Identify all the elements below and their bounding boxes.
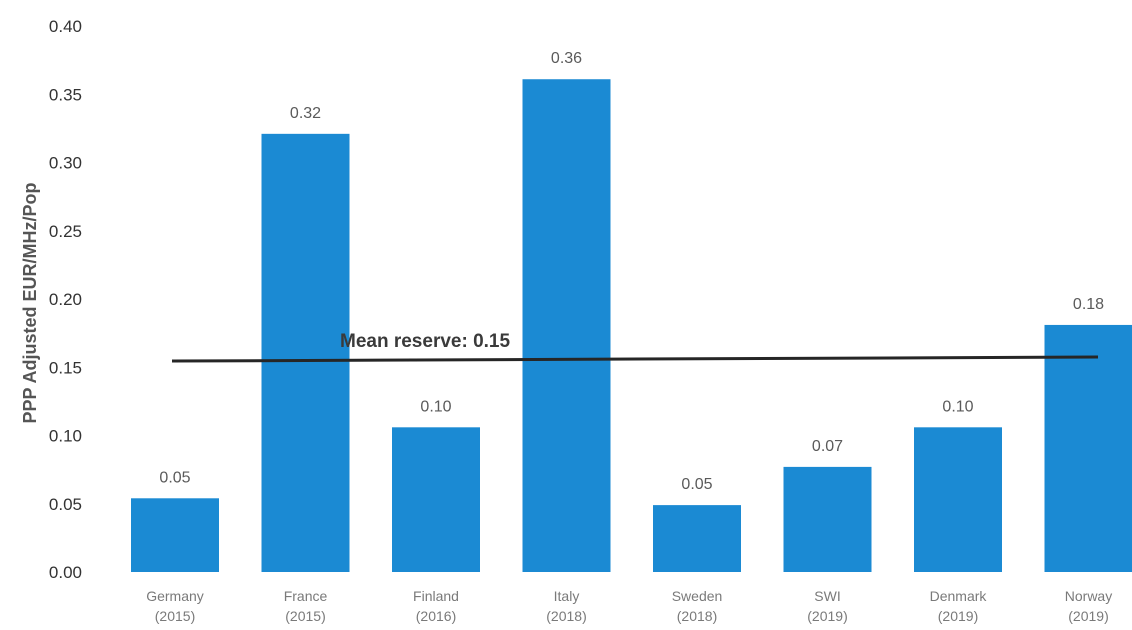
data-label: 0.07 [812,438,843,455]
data-label: 0.10 [942,398,973,415]
mean-reserve-label: Mean reserve: 0.15 [340,331,510,352]
x-tick-country: Denmark [930,588,988,604]
y-tick-label: 0.30 [49,154,82,173]
x-tick-country: Sweden [672,588,723,604]
y-tick-label: 0.15 [49,358,82,377]
data-label: 0.18 [1073,296,1104,313]
x-tick-year: (2016) [416,608,456,624]
x-tick-year: (2018) [677,608,717,624]
x-tick-country: Finland [413,588,459,604]
x-tick-label: Germany (2015) [146,588,204,624]
y-axis-label: PPP Adjusted EUR/MHz/Pop [20,182,40,423]
x-tick-label: Norway (2019) [1065,588,1112,624]
bar [914,427,1002,572]
x-tick-year: (2019) [1068,608,1108,624]
y-tick-label: 0.25 [49,222,82,241]
x-tick-label: SWI (2019) [807,588,847,624]
bar [522,79,611,573]
x-tick-year: (2019) [938,608,978,624]
bar [131,498,219,572]
x-tick-label: France (2015) [284,588,328,624]
bars: 0.05 0.32 0.10 0.36 0.05 0.07 0.10 0.18 [131,50,1132,573]
x-tick-country: SWI [814,588,840,604]
y-tick-label: 0.35 [49,85,82,104]
bar [653,505,741,572]
x-tick-country: France [284,588,328,604]
x-axis: Germany (2015) France (2015) Finland (2016) It… [146,588,1112,624]
data-label: 0.05 [159,469,190,486]
data-label: 0.32 [290,105,321,122]
x-tick-country: Italy [554,588,580,604]
y-tick-label: 0.20 [49,290,82,309]
x-tick-label: Denmark (2019) [930,588,988,624]
bar [783,466,872,572]
data-label: 0.36 [551,50,582,67]
mean-reserve: Mean reserve: 0.15 [171,331,1099,363]
x-tick-country: Norway [1065,588,1112,604]
y-tick-label: 0.05 [49,495,82,514]
x-tick-year: (2015) [155,608,195,624]
mean-reserve-line [171,355,1099,363]
y-axis: 0.00 0.05 0.10 0.15 0.20 0.25 0.30 0.35 0.40 [49,17,82,582]
x-tick-year: (2019) [807,608,847,624]
y-tick-label: 0.40 [49,17,82,36]
x-tick-label: Italy (2018) [546,588,586,624]
x-tick-year: (2015) [285,608,325,624]
bar [261,133,350,572]
y-tick-label: 0.10 [49,427,82,446]
x-tick-year: (2018) [546,608,586,624]
data-label: 0.05 [681,476,712,493]
y-tick-label: 0.00 [49,563,82,582]
bar [1044,324,1132,572]
x-tick-label: Sweden (2018) [672,588,723,624]
x-tick-country: Germany [146,588,204,604]
data-label: 0.10 [420,398,451,415]
x-tick-label: Finland (2016) [413,588,459,624]
bar [392,427,480,572]
